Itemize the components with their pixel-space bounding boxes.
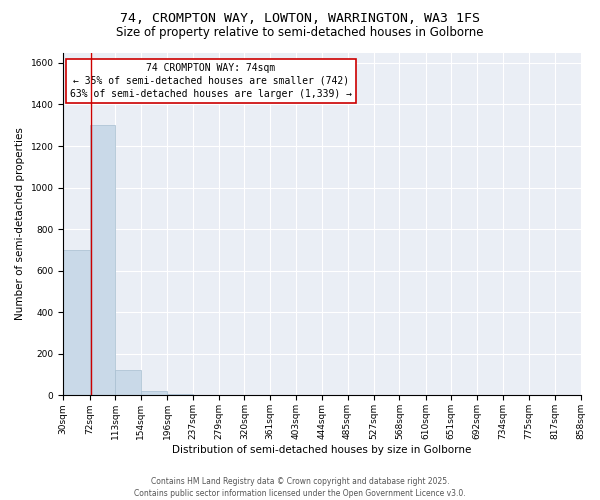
Bar xyxy=(141,392,167,396)
Bar xyxy=(167,394,193,396)
Bar xyxy=(89,125,115,396)
Bar xyxy=(63,250,89,396)
Y-axis label: Number of semi-detached properties: Number of semi-detached properties xyxy=(15,128,25,320)
Text: 74 CROMPTON WAY: 74sqm
← 35% of semi-detached houses are smaller (742)
63% of se: 74 CROMPTON WAY: 74sqm ← 35% of semi-det… xyxy=(70,63,352,99)
Text: Size of property relative to semi-detached houses in Golborne: Size of property relative to semi-detach… xyxy=(116,26,484,39)
Text: 74, CROMPTON WAY, LOWTON, WARRINGTON, WA3 1FS: 74, CROMPTON WAY, LOWTON, WARRINGTON, WA… xyxy=(120,12,480,26)
Bar xyxy=(115,370,141,396)
X-axis label: Distribution of semi-detached houses by size in Golborne: Distribution of semi-detached houses by … xyxy=(172,445,472,455)
Text: Contains HM Land Registry data © Crown copyright and database right 2025.
Contai: Contains HM Land Registry data © Crown c… xyxy=(134,476,466,498)
